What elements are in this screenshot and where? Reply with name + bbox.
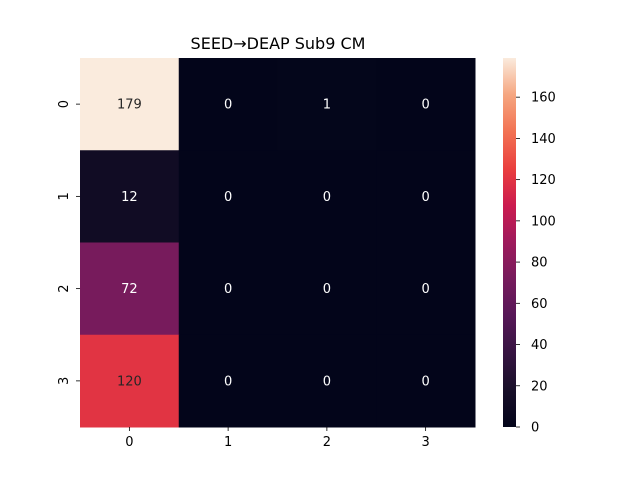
cell-value-label: 1 xyxy=(323,98,331,113)
chart-title: SEED→DEAP Sub9 CM xyxy=(191,34,366,53)
y-tick-label: 2 xyxy=(57,284,72,292)
cell-value-label: 179 xyxy=(117,98,142,113)
colorbar-gradient xyxy=(503,58,516,427)
heatmap-cell xyxy=(277,58,377,151)
cell-value-label: 0 xyxy=(224,282,232,297)
heatmap-cell xyxy=(80,150,180,243)
heatmap-cell xyxy=(178,334,278,428)
x-tick-label: 1 xyxy=(224,435,232,450)
heatmap-cell xyxy=(376,58,476,151)
heatmap-cell xyxy=(178,150,278,243)
cell-value-label: 0 xyxy=(224,374,232,389)
cell-value-label: 0 xyxy=(323,374,331,389)
heatmap-cell xyxy=(80,58,180,151)
cell-value-label: 0 xyxy=(421,98,429,113)
heatmap-cells xyxy=(80,58,476,428)
colorbar-tick-label: 80 xyxy=(531,256,548,271)
cell-value-label: 0 xyxy=(421,374,429,389)
colorbar-tick-label: 160 xyxy=(531,91,556,106)
x-tick-label: 0 xyxy=(125,435,133,450)
colorbar: 0 20 40 60 80 100 120 140 160 xyxy=(503,58,556,436)
colorbar-tick-label: 40 xyxy=(531,338,548,353)
cell-value-label: 0 xyxy=(421,282,429,297)
cell-value-label: 12 xyxy=(121,190,138,205)
colorbar-tick-label: 20 xyxy=(531,379,548,394)
cell-value-label: 0 xyxy=(224,190,232,205)
colorbar-tick-label: 140 xyxy=(531,132,556,147)
x-tick-label: 2 xyxy=(323,435,331,450)
heatmap-cell xyxy=(80,334,180,428)
heatmap-cell xyxy=(277,150,377,243)
heatmap-cell xyxy=(277,242,377,336)
y-tick-label: 1 xyxy=(57,192,72,200)
cell-value-label: 120 xyxy=(117,374,142,389)
y-axis-ticks: 0 1 2 3 xyxy=(57,100,80,385)
x-tick-label: 3 xyxy=(421,435,429,450)
heatmap-cell xyxy=(376,242,476,336)
heatmap-cell xyxy=(80,242,180,336)
heatmap-cell xyxy=(277,334,377,428)
heatmap-cell xyxy=(376,150,476,243)
cell-value-label: 0 xyxy=(224,98,232,113)
heatmap-cell xyxy=(376,334,476,428)
y-tick-label: 0 xyxy=(57,100,72,108)
y-tick-label: 3 xyxy=(57,377,72,385)
heatmap-cell xyxy=(178,242,278,336)
cell-value-label: 0 xyxy=(323,282,331,297)
heatmap-cell xyxy=(178,58,278,151)
colorbar-tick-label: 120 xyxy=(531,173,556,188)
cell-value-label: 72 xyxy=(121,282,138,297)
colorbar-tick-label: 0 xyxy=(531,421,539,436)
cell-value-label: 0 xyxy=(421,190,429,205)
x-axis-ticks: 0 1 2 3 xyxy=(125,427,430,450)
colorbar-tick-label: 60 xyxy=(531,297,548,312)
cell-value-label: 0 xyxy=(323,190,331,205)
colorbar-tick-label: 100 xyxy=(531,214,556,229)
